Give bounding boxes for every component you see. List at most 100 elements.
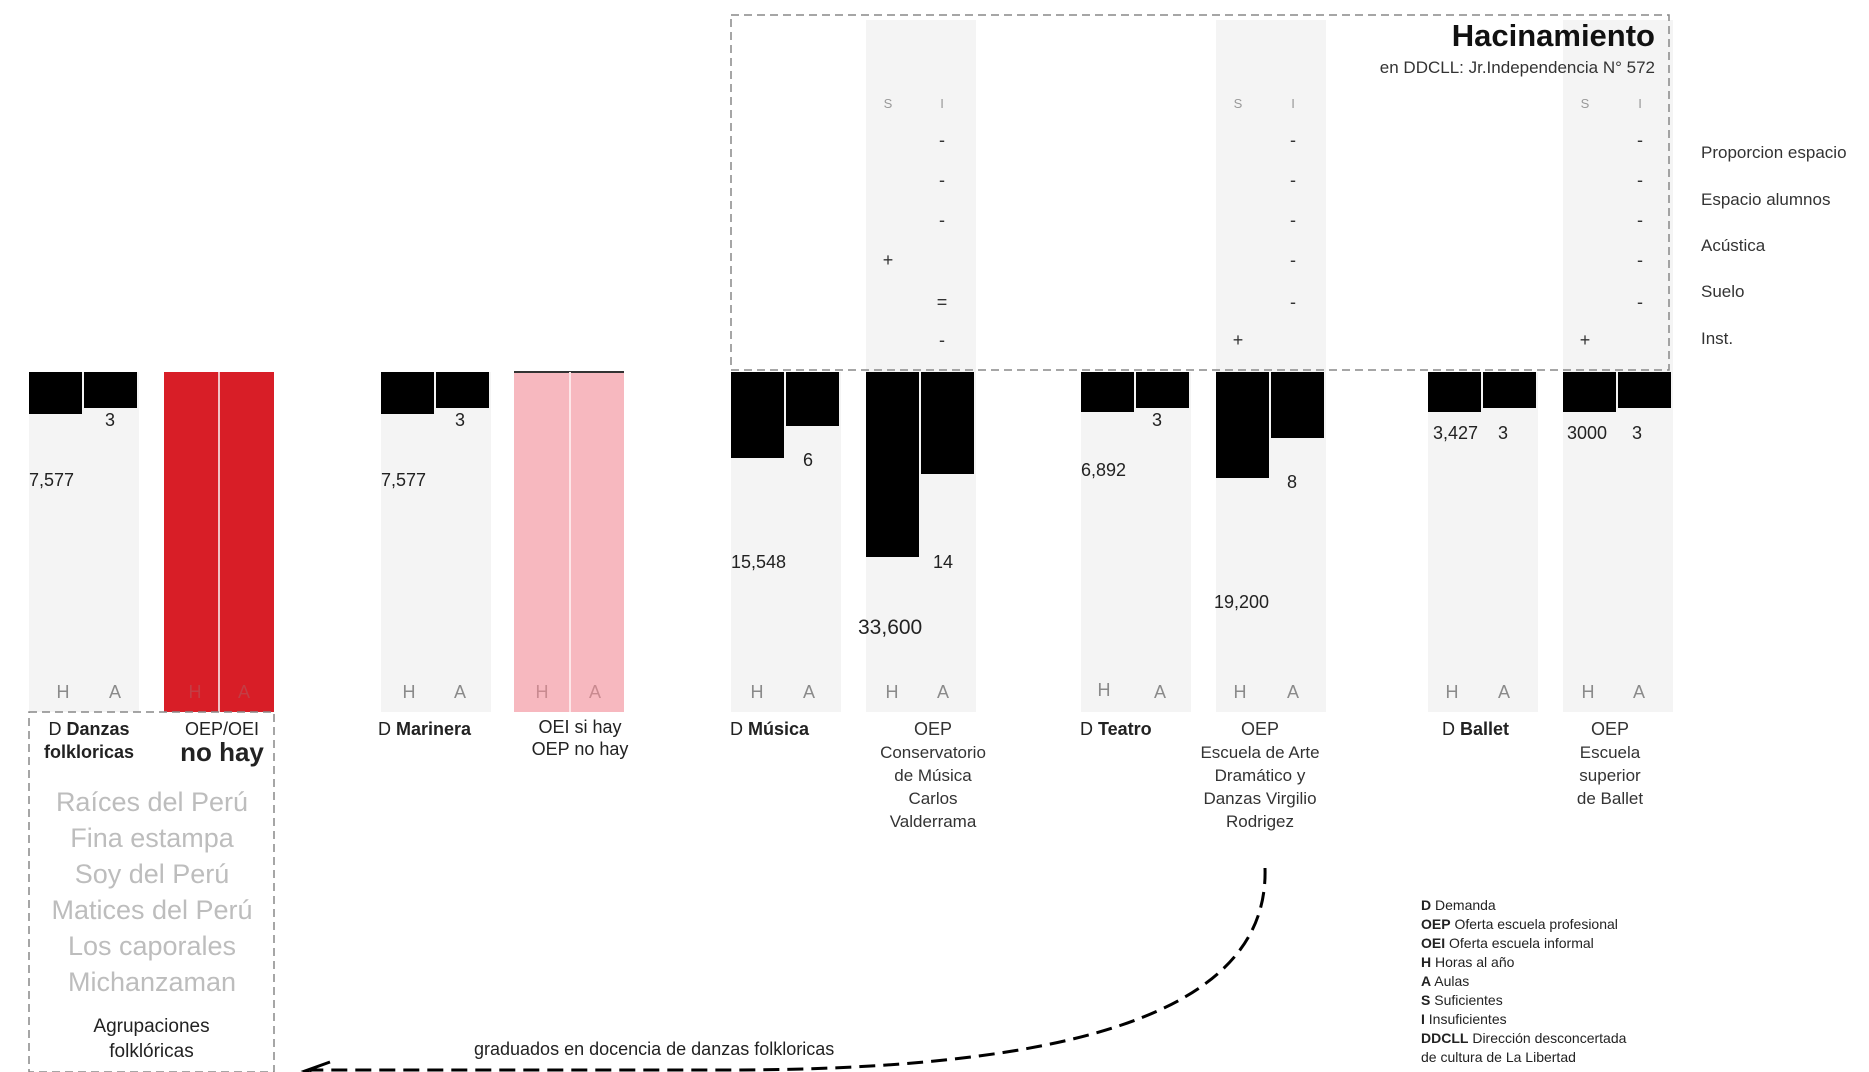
bar-ballet_oep-a bbox=[1618, 372, 1671, 408]
axis-a-teatro: A bbox=[1153, 682, 1166, 702]
row-label-acustica: Acústica bbox=[1701, 236, 1766, 255]
column-ballet-d bbox=[1428, 372, 1538, 712]
quality-header-s: S bbox=[1580, 96, 1590, 111]
bar-musica_d-h bbox=[731, 372, 784, 458]
axis-h-danzas-oep: H bbox=[188, 682, 202, 702]
axis-h-ballet-oep: H bbox=[1581, 682, 1595, 702]
quality-mark-teatro-i: - bbox=[1290, 130, 1296, 150]
red-divider bbox=[218, 372, 220, 712]
teatro-oep-title: OEP bbox=[1240, 719, 1279, 739]
agrupacion-name: Soy del Perú bbox=[74, 859, 230, 889]
legend-key: H bbox=[1421, 954, 1432, 970]
legend: D Demanda OEP Oferta escuela profesional O… bbox=[1421, 896, 1626, 1067]
marinera-offer-line1: OEI si hay bbox=[538, 717, 622, 737]
group-label-danzas-offer: OEP/OEI no hay bbox=[162, 718, 282, 767]
group-label-musica: D Música bbox=[730, 718, 809, 741]
axis-h-danzas: H bbox=[56, 682, 70, 702]
legend-text: de cultura de La Libertad bbox=[1421, 1049, 1576, 1065]
quality-header-i: I bbox=[1291, 96, 1295, 111]
group-label-ballet-oep: OEP Escuela superior de Ballet bbox=[1550, 718, 1670, 810]
group-label-teatro: D Teatro bbox=[1080, 718, 1152, 741]
hacinamiento-box bbox=[730, 14, 1670, 371]
quality-mark-musica-i: - bbox=[939, 130, 945, 150]
bar-teatro_oep-a bbox=[1271, 372, 1324, 438]
axis-h-teatro: H bbox=[1097, 680, 1111, 700]
axis-a-teatro-oep: A bbox=[1286, 682, 1299, 702]
bar-teatro_d-h bbox=[1081, 372, 1134, 412]
legend-key: OEP bbox=[1421, 916, 1451, 932]
musica-oep-line: Conservatorio bbox=[880, 743, 986, 762]
chart-subtitle: en DDCLL: Jr.Independencia N° 572 bbox=[1379, 58, 1655, 77]
legend-entry: D Demanda bbox=[1421, 896, 1626, 915]
quality-mark-ballet-i: - bbox=[1637, 292, 1643, 312]
agrupaciones-label: Agrupaciones folklóricas bbox=[29, 1014, 274, 1064]
danzas-offer-line2: no hay bbox=[180, 737, 264, 767]
quality-mark-teatro-i: - bbox=[1290, 170, 1296, 190]
quality-mark-musica-i: - bbox=[939, 330, 945, 350]
agrupacion-name: Fina estampa bbox=[70, 823, 234, 853]
column-danzas-d bbox=[29, 372, 139, 712]
value-label-teatro_oep-a: 8 bbox=[1287, 472, 1298, 492]
axis-a-marinera: A bbox=[453, 682, 466, 702]
legend-key: A bbox=[1421, 973, 1432, 989]
agrupaciones-box bbox=[28, 711, 275, 1072]
axis-h-marinera-oei: H bbox=[535, 682, 549, 702]
bar-danzas_d-h bbox=[29, 372, 82, 414]
quality-mark-ballet-i: - bbox=[1637, 130, 1643, 150]
legend-key: D bbox=[1421, 897, 1432, 913]
quality-mark-ballet-i: - bbox=[1637, 250, 1643, 270]
quality-mark-teatro-i: - bbox=[1290, 250, 1296, 270]
axis-a-ballet-oep: A bbox=[1632, 682, 1645, 702]
group-label-musica-oep: OEP Conservatorio de Música Carlos Valde… bbox=[858, 718, 1008, 833]
legend-entry: OEI Oferta escuela informal bbox=[1421, 934, 1626, 953]
value-label-ballet_oep-a: 3 bbox=[1632, 423, 1643, 443]
ballet-name: Ballet bbox=[1460, 719, 1510, 739]
value-label-marinera_d-a: 3 bbox=[455, 410, 466, 430]
quality-header-s: S bbox=[1233, 96, 1243, 111]
danzas-line2: folkloricas bbox=[43, 742, 135, 762]
quality-mark-teatro-s: + bbox=[1232, 330, 1244, 350]
column-teatro-oep bbox=[1216, 20, 1326, 712]
quality-mark-musica-s: + bbox=[882, 250, 894, 270]
value-label-danzas_d-a: 3 bbox=[105, 410, 116, 430]
legend-entry: OEP Oferta escuela profesional bbox=[1421, 915, 1626, 934]
musica-oep-line: Carlos bbox=[908, 789, 958, 808]
legend-entry: I Insuficientes bbox=[1421, 1010, 1626, 1029]
teatro-oep-line: Danzas Virgilio bbox=[1203, 789, 1317, 808]
value-label-marinera_d-h: 7,577 bbox=[381, 470, 427, 490]
bar-ballet_d-h bbox=[1428, 372, 1481, 412]
legend-entry: A Aulas bbox=[1421, 972, 1626, 991]
bar-teatro_oep-h bbox=[1216, 372, 1269, 478]
quality-mark-ballet-i: - bbox=[1637, 210, 1643, 230]
legend-text: Aulas bbox=[1434, 973, 1470, 989]
value-label-musica_oep-a: 14 bbox=[933, 552, 954, 572]
legend-text: Horas al año bbox=[1435, 954, 1515, 970]
danzas-offer-line1: OEP/OEI bbox=[184, 719, 260, 739]
legend-entry: H Horas al año bbox=[1421, 953, 1626, 972]
marinera-offer-line2: OEP no hay bbox=[531, 739, 629, 759]
agrupacion-name: Los caporales bbox=[67, 931, 237, 961]
bar-teatro_d-a bbox=[1136, 372, 1189, 408]
danzas-prefix: D bbox=[48, 719, 67, 739]
teatro-prefix: D bbox=[1080, 719, 1098, 739]
musica-prefix: D bbox=[730, 719, 748, 739]
axis-h-teatro-oep: H bbox=[1233, 682, 1247, 702]
column-musica-oep bbox=[866, 20, 976, 712]
agrupaciones-label-line2: folklóricas bbox=[109, 1041, 194, 1062]
value-label-musica_d-h: 15,548 bbox=[731, 552, 787, 572]
column-marinera-d bbox=[381, 372, 491, 712]
axis-a-musica-oep: A bbox=[936, 682, 949, 702]
quality-header-s: S bbox=[883, 96, 893, 111]
pink-divider bbox=[569, 372, 571, 712]
musica-oep-title: OEP bbox=[913, 719, 952, 739]
bar-musica_d-a bbox=[786, 372, 839, 426]
column-teatro-d bbox=[1081, 372, 1191, 712]
legend-key: S bbox=[1421, 992, 1431, 1008]
legend-entry: de cultura de La Libertad bbox=[1421, 1048, 1626, 1067]
quality-header-i: I bbox=[1638, 96, 1642, 111]
value-label-teatro_d-a: 3 bbox=[1152, 410, 1163, 430]
quality-mark-ballet-i: - bbox=[1637, 170, 1643, 190]
teatro-oep-line: Rodrigez bbox=[1225, 812, 1295, 831]
teatro-oep-line: Dramático y bbox=[1214, 766, 1306, 785]
axis-h-marinera: H bbox=[402, 682, 416, 702]
